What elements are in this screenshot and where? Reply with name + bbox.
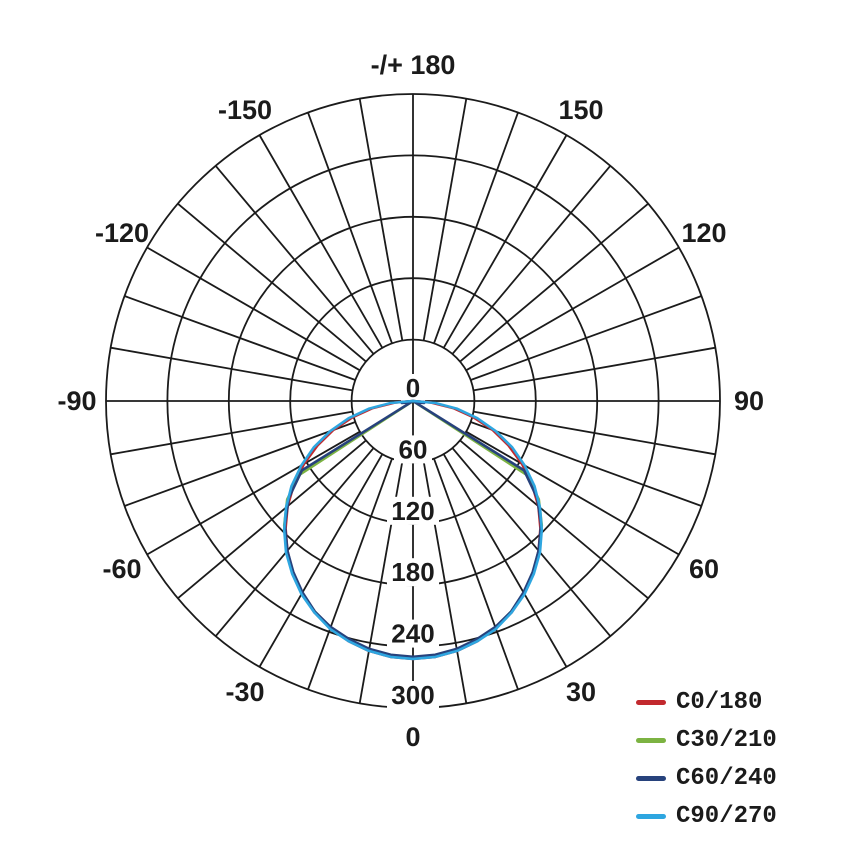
legend-item-c60-240: C60/240 bbox=[636, 759, 777, 797]
grid-spoke bbox=[442, 453, 568, 668]
angle-label: 90 bbox=[734, 386, 764, 416]
grid-spoke bbox=[110, 346, 353, 392]
legend-label: C30/210 bbox=[676, 726, 777, 754]
grid-spoke bbox=[258, 453, 384, 668]
angle-label: 60 bbox=[689, 554, 719, 584]
ring-label-box bbox=[387, 681, 439, 709]
grid-spoke bbox=[307, 458, 393, 690]
grid-spoke bbox=[473, 410, 716, 456]
grid-spoke bbox=[214, 165, 375, 355]
grid-spoke bbox=[358, 98, 404, 341]
angle-label: 120 bbox=[681, 218, 726, 248]
grid-spoke bbox=[470, 295, 702, 381]
ring-label-box bbox=[387, 496, 439, 525]
legend-label: C0/180 bbox=[676, 688, 763, 716]
grid-spoke bbox=[422, 98, 468, 341]
ring-label-box bbox=[387, 558, 439, 587]
legend-label: C90/270 bbox=[676, 802, 777, 830]
ring-label-box bbox=[387, 619, 439, 648]
grid-spoke bbox=[459, 439, 649, 600]
curve-c90-270 bbox=[282, 399, 544, 661]
grid-spoke bbox=[146, 246, 361, 372]
grid-spoke bbox=[214, 447, 375, 637]
angle-label: 150 bbox=[558, 95, 603, 125]
grid-spoke bbox=[470, 421, 702, 507]
grid-spoke bbox=[177, 439, 367, 600]
grid-spoke bbox=[459, 202, 649, 363]
legend-swatch-c0-180 bbox=[636, 699, 666, 705]
grid-spoke bbox=[451, 447, 612, 637]
legend-label: C60/240 bbox=[676, 764, 777, 792]
legend-item-c30-210: C30/210 bbox=[636, 721, 777, 759]
ring-label: 120 bbox=[391, 496, 434, 526]
ring-label: 0 bbox=[406, 373, 420, 403]
ring-label: 180 bbox=[391, 557, 434, 587]
grid-spoke bbox=[307, 112, 393, 344]
legend-item-c90-270: C90/270 bbox=[636, 797, 777, 835]
grid-spoke bbox=[442, 134, 568, 349]
angle-label: -60 bbox=[102, 554, 141, 584]
grid-spoke bbox=[177, 202, 367, 363]
legend-item-c0-180: C0/180 bbox=[636, 683, 777, 721]
legend-swatch-c60-240 bbox=[636, 775, 666, 781]
grid-spoke bbox=[258, 134, 384, 349]
grid-spoke bbox=[110, 410, 353, 456]
grid-spoke bbox=[146, 430, 361, 556]
angle-label: -/+ 180 bbox=[371, 50, 456, 80]
ring-label: 300 bbox=[391, 680, 434, 710]
legend-swatch-c90-270 bbox=[636, 813, 666, 819]
legend-swatch-c30-210 bbox=[636, 737, 666, 743]
ring-label-box bbox=[401, 374, 425, 402]
angle-label: -90 bbox=[57, 386, 96, 416]
grid-spoke bbox=[433, 458, 519, 690]
angle-label: -120 bbox=[95, 218, 149, 248]
grid-spoke bbox=[124, 421, 356, 507]
angle-label: -30 bbox=[225, 677, 264, 707]
angle-label: 0 bbox=[405, 722, 420, 752]
grid-spoke bbox=[433, 112, 519, 344]
legend: C0/180 C30/210 C60/240 C90/270 bbox=[636, 683, 777, 835]
ring-label: 60 bbox=[399, 434, 428, 464]
angle-label: 30 bbox=[566, 677, 596, 707]
grid-spoke bbox=[451, 165, 612, 355]
ring-label: 240 bbox=[391, 619, 434, 649]
grid-spoke bbox=[465, 246, 680, 372]
curve-c60-240 bbox=[283, 399, 543, 659]
grid-spoke bbox=[473, 346, 716, 392]
angle-label: -150 bbox=[218, 95, 272, 125]
ring-label-box bbox=[394, 435, 432, 464]
grid-spoke bbox=[124, 295, 356, 381]
grid-spoke bbox=[465, 430, 680, 556]
